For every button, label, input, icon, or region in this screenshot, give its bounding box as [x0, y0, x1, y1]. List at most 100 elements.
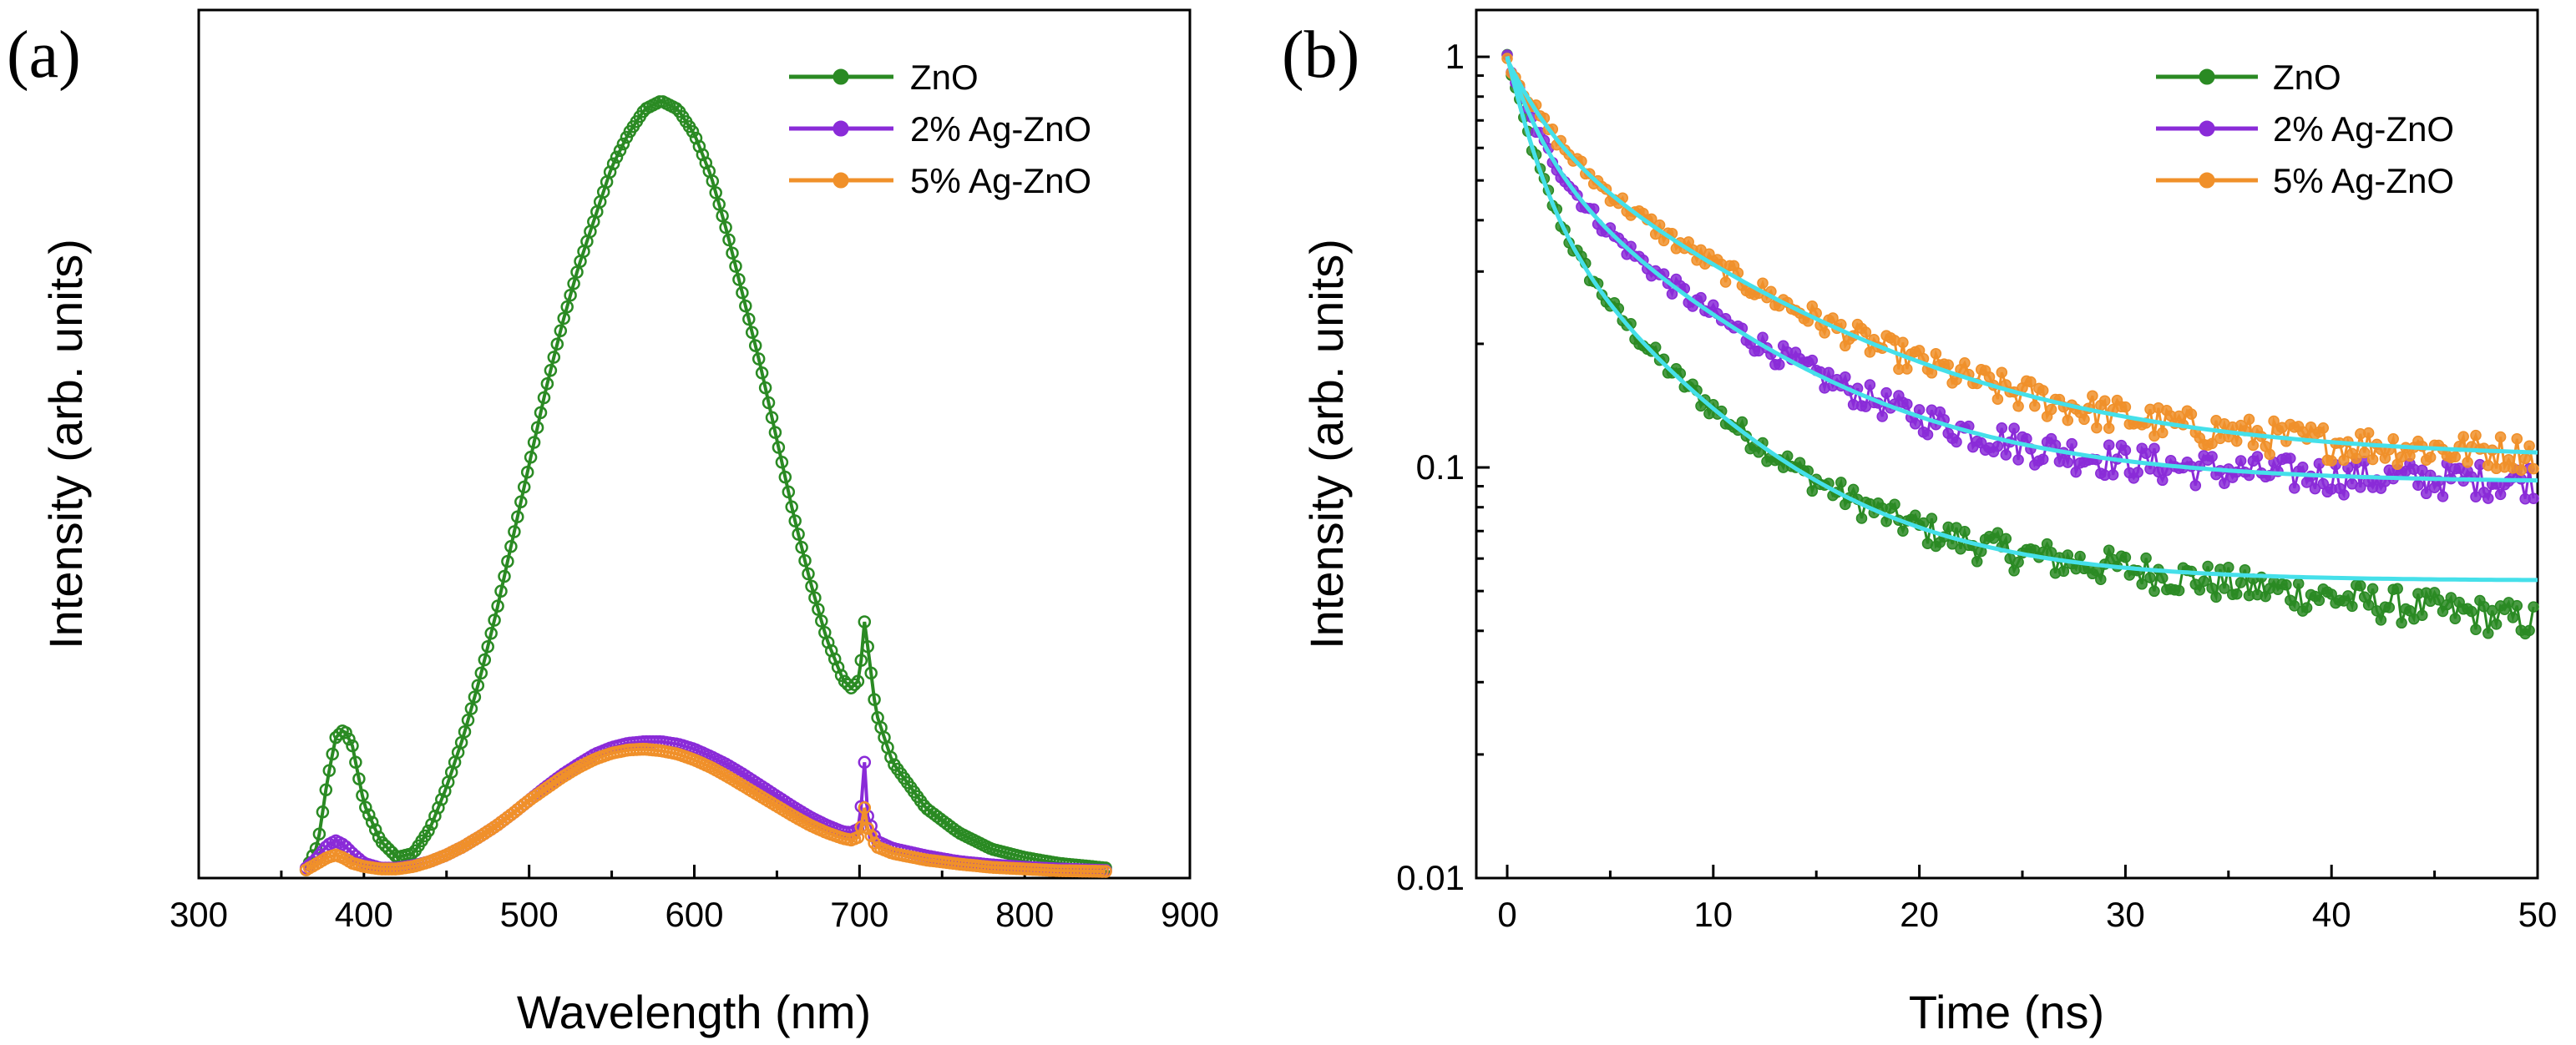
panel-a-data-point — [362, 808, 376, 821]
panel-a-data-point — [332, 727, 346, 741]
panel-a-data-point — [603, 165, 617, 179]
legend-label: ZnO — [910, 58, 979, 97]
panel-a-data-point — [795, 541, 808, 554]
legend-marker — [2199, 120, 2215, 137]
panel-a-data-point — [854, 654, 868, 667]
panel-a-data-point — [488, 613, 501, 627]
panel-a-data-point — [508, 525, 521, 538]
panel-a-series — [299, 95, 1112, 878]
panel-a-data-point — [550, 337, 564, 351]
panel-b-y-tick-label: 0.1 — [1416, 447, 1465, 487]
panel-a-data-point — [534, 406, 548, 420]
panel-a-series-1 — [299, 735, 1112, 877]
panel-a-data-point — [861, 639, 874, 654]
panel-a-x-tick-label: 300 — [170, 895, 228, 934]
panel-a-data-point — [567, 277, 580, 290]
panel-a-data-point — [616, 137, 630, 151]
panel-a-data-point — [669, 102, 683, 115]
panel-a-data-point — [802, 567, 815, 581]
panel-a-data-point — [858, 801, 872, 815]
panel-a: (a) 300 400 500 600 700 800 900 Wavelength (nm… — [7, 8, 1219, 1038]
panel-a-data-point — [848, 678, 862, 691]
panel-a-data-point — [827, 652, 842, 666]
panel-a-data-point — [1099, 865, 1112, 878]
panel-a-data-point — [762, 396, 776, 410]
panel-a-data-point — [699, 156, 713, 169]
panel-a-data-point — [851, 674, 865, 689]
panel-a-data-point — [537, 391, 551, 405]
panel-a-x-tick-label: 600 — [665, 895, 723, 934]
panel-b-x-tick-label: 50 — [2518, 895, 2558, 934]
panel-a-x-axis-title: Wavelength (nm) — [517, 986, 871, 1038]
panel-a-data-point — [831, 660, 845, 674]
panel-a-data-point — [739, 299, 752, 313]
panel-b-x-tick-label: 40 — [2312, 895, 2351, 934]
panel-a-data-point — [517, 480, 531, 494]
panel-a-data-point — [782, 485, 796, 499]
panel-b-x-tick-label: 20 — [1900, 895, 1939, 934]
panel-a-data-point — [788, 514, 802, 528]
panel-a-data-point — [858, 755, 872, 770]
panel-a-data-point — [775, 456, 789, 469]
panel-b-fit-curves — [1505, 55, 2538, 583]
panel-a-data-point — [805, 579, 818, 593]
panel-b-series-line — [1506, 54, 2535, 502]
panel-a-data-point — [722, 233, 736, 247]
panel-a-data-point — [808, 591, 822, 604]
panel-a-data-point — [742, 312, 756, 326]
legend-label: ZnO — [2273, 58, 2341, 97]
panel-a-data-point — [319, 783, 333, 797]
legend-label: 5% Ag-ZnO — [2273, 161, 2454, 200]
panel-a-data-point — [821, 635, 835, 649]
panel-a-data-point — [696, 148, 710, 162]
panel-a-data-point — [755, 366, 769, 380]
panel-a-data-point — [520, 465, 534, 479]
panel-a-data-point — [765, 411, 779, 425]
panel-b-x-tick-label: 30 — [2106, 895, 2145, 934]
panel-a-x-tick-label: 500 — [500, 895, 559, 934]
panel-a-data-point — [547, 351, 561, 364]
panel-a-data-point — [613, 144, 627, 158]
legend-label: 2% Ag-ZnO — [2273, 109, 2454, 149]
panel-a-data-point — [812, 603, 825, 616]
panel-b-fit-curve — [1505, 58, 2538, 455]
panel-a-data-point — [719, 220, 732, 235]
panel-a-data-point — [864, 666, 878, 680]
panel-b: (b) 0 10 20 30 40 50 0.01 0.1 1 Time (ns) Inten… — [1282, 8, 2558, 1038]
panel-a-data-point — [425, 817, 438, 831]
panel-b-x-tick-label: 10 — [1693, 895, 1733, 934]
panel-a-data-point — [346, 739, 359, 753]
panel-a-data-point — [606, 157, 620, 170]
legend-label: 5% Ag-ZnO — [910, 161, 1091, 200]
panel-a-data-point — [491, 599, 504, 613]
panel-a-data-point — [564, 288, 577, 302]
panel-a-data-point — [732, 273, 746, 286]
panel-b-fit-curve — [1505, 55, 2538, 583]
panel-a-y-axis-title: Intensity (arb. units) — [39, 239, 92, 649]
legend-marker — [2199, 172, 2215, 189]
panel-b-series-line — [1506, 54, 2535, 636]
panel-a-data-point — [772, 441, 786, 454]
panel-a-data-point — [527, 436, 541, 449]
panel-a-data-point — [844, 681, 858, 694]
panel-a-data-point — [824, 644, 838, 658]
panel-a-data-point — [481, 639, 494, 654]
panel-a-data-point — [610, 150, 624, 164]
panel-a-data-point — [689, 131, 703, 145]
panel-a-data-point — [356, 789, 369, 802]
panel-a-data-point — [365, 815, 379, 829]
legend-marker — [2199, 68, 2215, 85]
legend-label: 2% Ag-ZnO — [910, 109, 1091, 149]
panel-a-data-point — [468, 690, 482, 704]
panel-a-data-point — [729, 260, 742, 273]
panel-a-data-point — [778, 470, 792, 484]
panel-a-data-point — [792, 528, 805, 541]
panel-a-data-point — [686, 124, 700, 139]
panel-a-data-point — [752, 352, 766, 366]
panel-a-data-point — [706, 174, 720, 188]
panel-a-data-point — [326, 747, 339, 761]
panel-a-data-point — [854, 820, 868, 834]
panel-a-data-point — [557, 311, 570, 326]
legend-marker — [833, 172, 849, 189]
